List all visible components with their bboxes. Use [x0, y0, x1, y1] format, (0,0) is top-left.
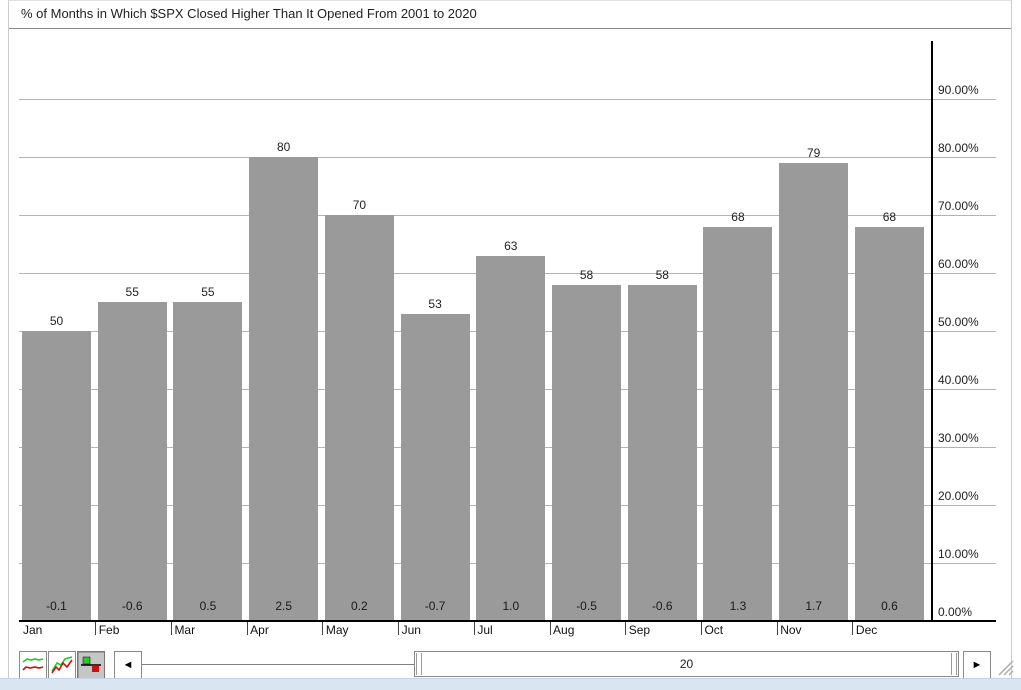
bar-change-label: 0.2	[351, 599, 368, 613]
bar-change-label: 1.7	[805, 599, 823, 613]
title-separator	[9, 28, 1011, 29]
bar-value-label: 80	[276, 140, 291, 154]
x-tick	[170, 622, 172, 635]
y-tick-label: 70.00%	[938, 199, 979, 213]
bar-value-label: 58	[579, 267, 594, 282]
gridline	[19, 215, 996, 216]
bar-change-label: -0.1	[46, 599, 67, 613]
chart-plot-area: 0.00% 10.00% 20.00% 30.00% 40.00% 50.00% 60.00…	[9, 1, 1011, 678]
bar-change-label: 1.0	[502, 599, 520, 613]
x-tick	[852, 622, 854, 635]
bar	[324, 215, 394, 621]
x-tick-label: Nov	[780, 623, 802, 637]
bar-change-label: -0.7	[424, 599, 446, 613]
x-tick	[473, 622, 475, 635]
bar-change-label: -0.6	[651, 599, 673, 613]
scrollbar-thumb[interactable]: 20	[414, 651, 959, 677]
x-tick	[776, 622, 778, 635]
bar	[703, 226, 773, 621]
bar-chart-icon	[81, 656, 101, 672]
x-tick-label: Jun	[401, 623, 421, 637]
bar-value-label: 53	[428, 296, 442, 311]
x-tick-label: Mar	[174, 623, 196, 637]
scrollbar-track[interactable]	[142, 664, 414, 665]
x-tick	[625, 622, 627, 635]
y-tick-label: 40.00%	[938, 373, 979, 387]
y-tick-label: 20.00%	[938, 489, 979, 503]
line-chart-icon	[22, 658, 44, 671]
bar	[173, 302, 243, 621]
bar-value-label: 55	[125, 285, 139, 299]
right-arrow-icon: ►	[971, 658, 983, 671]
status-strip	[0, 678, 1021, 690]
bar-value-label: 58	[655, 267, 669, 282]
chart-panel: % of Months in Which $SPX Closed Higher …	[8, 0, 1014, 679]
scrollbar-value: 20	[679, 657, 694, 671]
bar	[22, 331, 91, 621]
gridline	[19, 157, 996, 158]
bar-value-label: 50	[49, 314, 64, 328]
thumb-grip-left	[416, 653, 422, 675]
bar-value-label: 68	[882, 209, 897, 224]
bar	[779, 162, 849, 621]
y-tick-label: 90.00%	[938, 83, 979, 97]
y-tick-label: 50.00%	[938, 315, 979, 329]
bar	[476, 255, 546, 621]
scroll-right-button[interactable]: ►	[963, 651, 991, 679]
y-axis-line	[931, 41, 933, 622]
x-tick	[322, 622, 324, 635]
x-tick-label: Apr	[250, 623, 269, 637]
x-tick-label: Sep	[628, 623, 651, 637]
y-tick-label: 80.00%	[938, 141, 979, 155]
bar-value-label: 55	[201, 285, 215, 299]
x-tick-label: Oct	[704, 623, 724, 637]
bar-change-label: 0.6	[881, 599, 898, 613]
bottom-toolbar: ◄ 20 ►	[9, 1, 1014, 679]
chart-title: % of Months in Which $SPX Closed Higher …	[21, 6, 477, 21]
bar-value-label: 68	[731, 209, 745, 224]
bar-change-label: -0.6	[121, 599, 143, 613]
x-tick	[549, 622, 551, 635]
resize-grip-icon[interactable]	[995, 655, 1015, 677]
bar-change-label: 2.5	[275, 599, 292, 613]
bar-value-label: 79	[807, 145, 821, 160]
x-tick-label: Jul	[477, 623, 493, 637]
x-tick-label: Jan	[23, 623, 43, 637]
x-tick-label: Dec	[855, 623, 878, 637]
line-chart-style-button[interactable]	[19, 651, 47, 679]
x-tick	[398, 622, 400, 635]
left-arrow-icon: ◄	[122, 658, 134, 671]
x-tick	[246, 622, 248, 635]
gridline	[19, 99, 996, 100]
x-tick	[95, 622, 97, 635]
bar	[249, 157, 319, 621]
thumb-grip-right	[951, 653, 957, 675]
bar	[627, 284, 697, 621]
y-tick-label: 10.00%	[938, 547, 979, 561]
bar-change-label: -0.5	[576, 599, 597, 613]
y-tick-label: 30.00%	[938, 431, 979, 445]
bar	[854, 226, 924, 621]
y-tick-label: 60.00%	[938, 257, 979, 271]
scroll-left-button[interactable]: ◄	[114, 651, 142, 679]
bar	[97, 302, 167, 621]
x-tick	[700, 622, 702, 635]
x-tick-label: Aug	[553, 623, 575, 637]
bar-value-label: 70	[352, 198, 367, 212]
bar-change-label: 0.5	[199, 599, 217, 613]
bar	[552, 284, 622, 621]
mountain-chart-style-button[interactable]	[48, 651, 76, 679]
bar-change-label: 1.3	[729, 599, 747, 613]
y-tick-label: 0.00%	[938, 605, 973, 619]
bar	[400, 313, 470, 621]
x-axis-line	[19, 620, 996, 622]
x-tick-label: May	[325, 623, 349, 637]
x-tick-label: Feb	[98, 623, 120, 637]
bar-chart-style-button[interactable]	[77, 651, 105, 679]
mountain-chart-icon	[51, 656, 73, 674]
bar-value-label: 63	[504, 238, 518, 253]
